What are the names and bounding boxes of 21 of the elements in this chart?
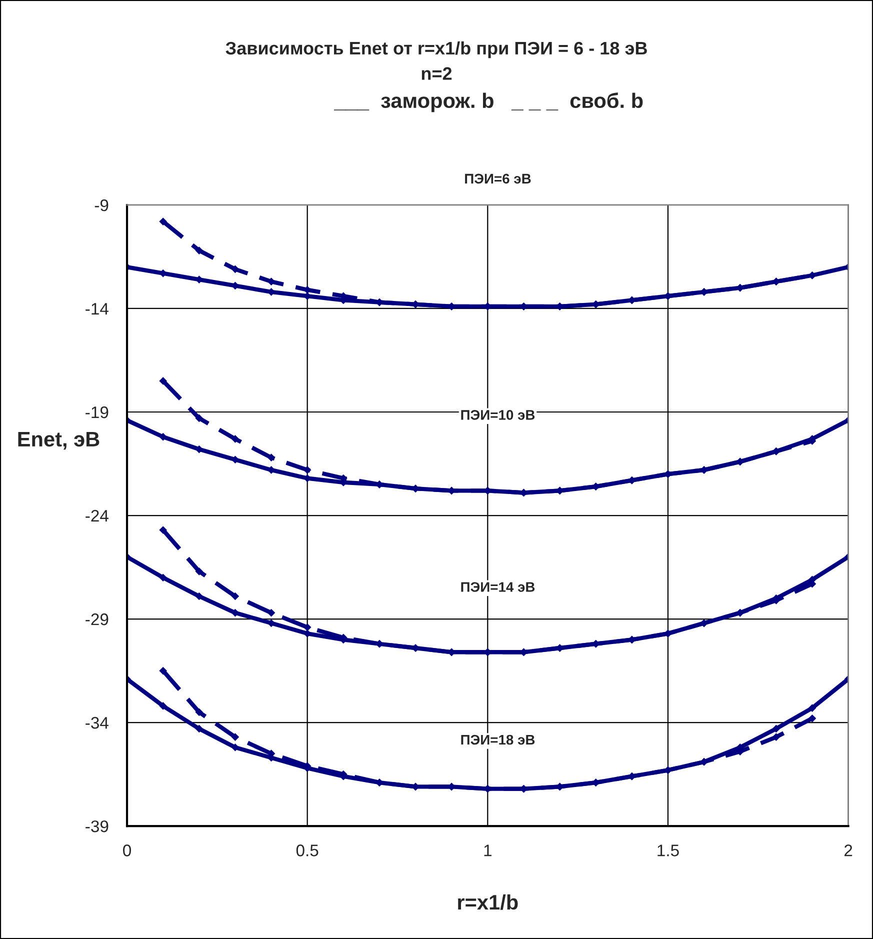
y-tick-label: -9 <box>94 199 108 212</box>
annotation: ПЭИ=10 эВ <box>461 410 535 420</box>
annotation: ПЭИ=18 эВ <box>461 734 535 745</box>
y-tick-label: -29 <box>86 613 108 626</box>
y-tick-label: -19 <box>86 406 108 418</box>
x-tick-label: 2 <box>844 844 852 856</box>
y-tick-label: -34 <box>86 716 108 729</box>
y-axis-title: Enet, эВ <box>18 432 100 450</box>
text: ___ заморож. b _ _ _ своб. b <box>334 92 643 112</box>
chart-subtitle: n=2 <box>422 67 452 80</box>
chart-title: Зависимость Enet от r=x1/b при ПЭИ = 6 - 18 эВ <box>226 41 647 58</box>
x-tick-label: 1 <box>484 844 492 856</box>
text: ПЭИ=6 эВ <box>465 174 531 184</box>
annotation: ПЭИ=14 эВ <box>461 582 535 592</box>
y-tick-label: -14 <box>86 303 108 315</box>
x-tick-label: 1.5 <box>658 844 679 856</box>
x-axis-title: r=x1/b <box>458 894 518 910</box>
x-tick-label: 0 <box>123 844 132 856</box>
y-tick-label: -39 <box>86 820 108 832</box>
y-tick-label: -24 <box>86 510 108 522</box>
x-tick-label: 0.5 <box>296 844 318 856</box>
